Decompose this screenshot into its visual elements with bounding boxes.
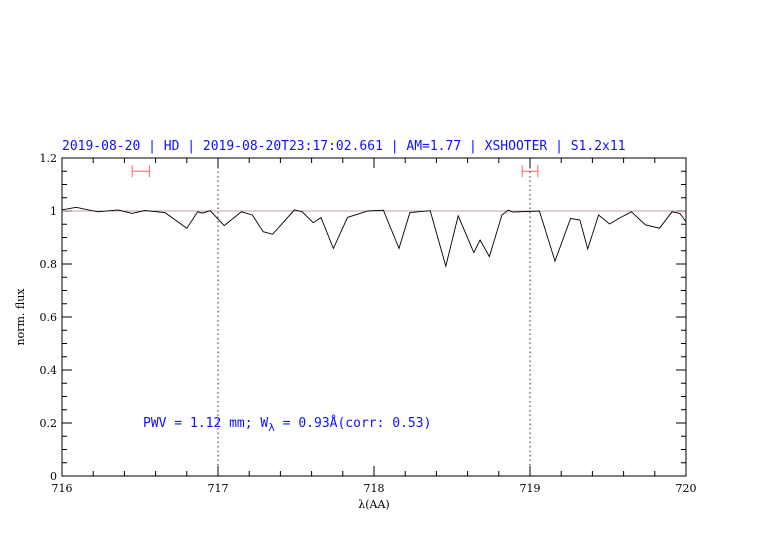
range-marker — [131, 165, 150, 178]
x-tick-label: 719 — [520, 482, 541, 495]
y-tick-label: 1.2 — [40, 152, 58, 165]
range-marker — [521, 165, 539, 178]
x-axis-label: λ(AA) — [358, 498, 389, 511]
y-axis-label: norm. flux — [14, 288, 27, 346]
x-tick-label: 717 — [208, 482, 229, 495]
chart-title: 2019-08-20 | HD | 2019-08-20T23:17:02.66… — [62, 139, 626, 154]
x-tick-label: 716 — [52, 482, 73, 495]
y-tick-label: 0.2 — [40, 417, 58, 430]
x-tick-label: 720 — [676, 482, 697, 495]
x-tick-label: 718 — [364, 482, 385, 495]
y-tick-label: 1 — [50, 205, 57, 218]
annotation-suffix: = 0.93Å(corr: 0.53) — [275, 415, 432, 431]
y-tick-label: 0.6 — [40, 311, 58, 324]
pwv-annotation: PWV = 1.12 mm; Wλ = 0.93Å(corr: 0.53) — [143, 415, 431, 434]
annotation-prefix: PWV = 1.12 mm; W — [143, 416, 268, 431]
y-tick-label: 0.4 — [40, 364, 58, 377]
spectrum-line — [61, 206, 687, 268]
annotation-subscript: λ — [268, 421, 275, 434]
axis-ticks: 716 717 718 719 720 0 0.2 0.4 0.6 0.8 1 1.2 — [40, 152, 697, 495]
y-tick-label: 0.8 — [40, 258, 58, 271]
y-tick-label: 0 — [50, 470, 57, 483]
plot-frame — [61, 157, 687, 477]
